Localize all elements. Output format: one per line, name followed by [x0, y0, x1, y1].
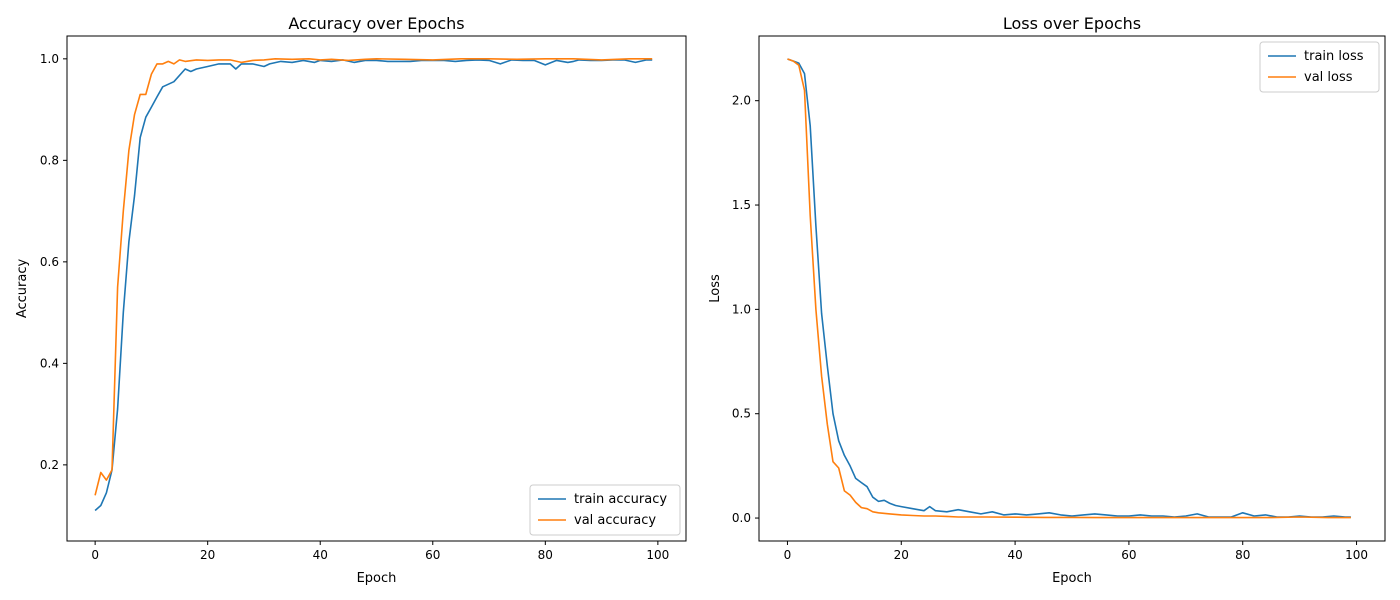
accuracy-y-tick-label: 0.6 [40, 255, 59, 269]
loss-chart-title: Loss over Epochs [1003, 14, 1141, 33]
accuracy-x-tick-label: 80 [538, 548, 553, 562]
loss-series-lines [787, 58, 1351, 519]
accuracy-y-tick-label: 0.2 [40, 458, 59, 472]
accuracy-x-tick-label: 60 [425, 548, 440, 562]
accuracy-chart-panel: Accuracy over Epochs Epoch Accuracy 0 20 4… [15, 14, 687, 586]
accuracy-x-tick-label: 20 [200, 548, 215, 562]
accuracy-x-tick-label: 100 [646, 548, 669, 562]
loss-y-axis-label: Loss [708, 274, 723, 303]
loss-y-tick-label: 0.0 [732, 511, 751, 525]
accuracy-y-axis-label: Accuracy [15, 259, 30, 319]
loss-y-tick-label: 0.5 [732, 407, 751, 421]
loss-series-line-2 [787, 58, 1351, 519]
loss-x-tick-label: 0 [784, 548, 792, 562]
loss-series-line-1 [787, 58, 1351, 518]
loss-legend-label: train loss [1304, 49, 1364, 64]
accuracy-series-line-2 [94, 57, 653, 496]
accuracy-legend-box [529, 484, 681, 536]
loss-x-tick-label: 40 [1007, 548, 1022, 562]
accuracy-y-tick-label: 0.4 [40, 356, 59, 370]
loss-legend-label: val loss [1304, 70, 1353, 85]
loss-x-tick-label: 20 [894, 548, 909, 562]
accuracy-legend-label: val accuracy [574, 513, 656, 528]
loss-x-tick-label: 80 [1235, 548, 1250, 562]
accuracy-series-lines [94, 57, 653, 512]
loss-y-tick-label: 1.0 [732, 302, 751, 316]
loss-legend-box [1259, 41, 1380, 93]
accuracy-plot-area [66, 35, 687, 542]
accuracy-y-tick-label: 0.8 [40, 153, 59, 167]
accuracy-chart-title: Accuracy over Epochs [288, 14, 464, 33]
loss-x-tick-label: 100 [1345, 548, 1368, 562]
accuracy-legend: train accuracy val accuracy [529, 484, 681, 536]
accuracy-x-ticks: 0 20 40 60 80 100 [91, 541, 669, 562]
accuracy-y-ticks: 0.2 0.4 0.6 0.8 1.0 [40, 52, 67, 472]
accuracy-x-tick-label: 0 [91, 548, 99, 562]
loss-x-tick-label: 60 [1121, 548, 1136, 562]
loss-x-axis-label: Epoch [1052, 571, 1092, 586]
accuracy-y-tick-label: 1.0 [40, 52, 59, 66]
accuracy-series-line-1 [94, 59, 653, 512]
accuracy-x-axis-label: Epoch [357, 571, 397, 586]
loss-y-tick-label: 2.0 [732, 94, 751, 108]
loss-x-ticks: 0 20 40 60 80 100 [784, 541, 1368, 562]
loss-chart-panel: Loss over Epochs Epoch Loss 0 20 40 60 80 100… [708, 14, 1386, 586]
accuracy-legend-label: train accuracy [574, 492, 667, 507]
loss-plot-area [758, 35, 1386, 542]
loss-legend: train loss val loss [1259, 41, 1380, 93]
loss-y-tick-label: 1.5 [732, 198, 751, 212]
loss-y-ticks: 0.0 0.5 1.0 1.5 2.0 [732, 94, 759, 525]
accuracy-x-tick-label: 40 [313, 548, 328, 562]
